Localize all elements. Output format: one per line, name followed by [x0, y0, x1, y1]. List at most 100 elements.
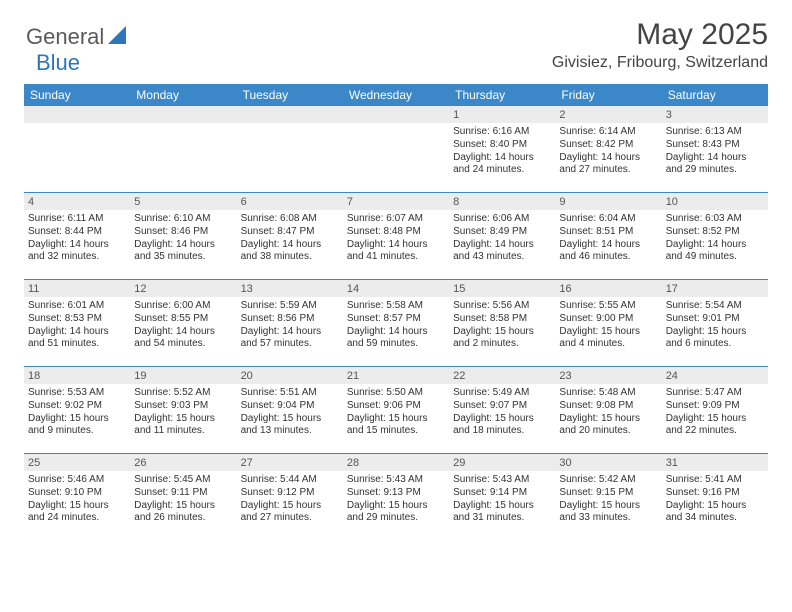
day-cell: 5Sunrise: 6:10 AMSunset: 8:46 PMDaylight…: [130, 193, 236, 279]
daylight-text: Daylight: 15 hours and 33 minutes.: [559, 500, 657, 526]
week-row: 11Sunrise: 6:01 AMSunset: 8:53 PMDayligh…: [24, 280, 768, 367]
day-content: Sunrise: 6:04 AMSunset: 8:51 PMDaylight:…: [555, 210, 661, 266]
day-number: [237, 106, 343, 123]
day-content: Sunrise: 5:45 AMSunset: 9:11 PMDaylight:…: [130, 471, 236, 527]
daylight-text: Daylight: 15 hours and 6 minutes.: [666, 326, 764, 352]
day-content: Sunrise: 5:48 AMSunset: 9:08 PMDaylight:…: [555, 384, 661, 440]
day-number: 11: [24, 280, 130, 297]
day-number: 10: [662, 193, 768, 210]
daylight-text: Daylight: 14 hours and 24 minutes.: [453, 152, 551, 178]
day-cell: 31Sunrise: 5:41 AMSunset: 9:16 PMDayligh…: [662, 454, 768, 540]
day-cell: 17Sunrise: 5:54 AMSunset: 9:01 PMDayligh…: [662, 280, 768, 366]
sunset-text: Sunset: 8:52 PM: [666, 226, 764, 239]
sunrise-text: Sunrise: 5:53 AM: [28, 387, 126, 400]
sunrise-text: Sunrise: 6:11 AM: [28, 213, 126, 226]
sunset-text: Sunset: 9:04 PM: [241, 400, 339, 413]
sunrise-text: Sunrise: 5:48 AM: [559, 387, 657, 400]
sunset-text: Sunset: 8:47 PM: [241, 226, 339, 239]
brand-general: General: [26, 24, 104, 50]
day-number: 22: [449, 367, 555, 384]
sunset-text: Sunset: 8:55 PM: [134, 313, 232, 326]
day-content: Sunrise: 5:59 AMSunset: 8:56 PMDaylight:…: [237, 297, 343, 353]
daylight-text: Daylight: 14 hours and 32 minutes.: [28, 239, 126, 265]
day-number: 2: [555, 106, 661, 123]
day-content: Sunrise: 6:14 AMSunset: 8:42 PMDaylight:…: [555, 123, 661, 179]
day-cell: 23Sunrise: 5:48 AMSunset: 9:08 PMDayligh…: [555, 367, 661, 453]
sunrise-text: Sunrise: 6:10 AM: [134, 213, 232, 226]
day-cell: 4Sunrise: 6:11 AMSunset: 8:44 PMDaylight…: [24, 193, 130, 279]
calendar-page: General May 2025 Givisiez, Fribourg, Swi…: [0, 0, 792, 554]
weeks-container: 1Sunrise: 6:16 AMSunset: 8:40 PMDaylight…: [24, 106, 768, 540]
day-number: [130, 106, 236, 123]
weekday-tue: Tuesday: [237, 84, 343, 106]
day-cell: 20Sunrise: 5:51 AMSunset: 9:04 PMDayligh…: [237, 367, 343, 453]
day-content: Sunrise: 6:16 AMSunset: 8:40 PMDaylight:…: [449, 123, 555, 179]
daylight-text: Daylight: 15 hours and 20 minutes.: [559, 413, 657, 439]
sunset-text: Sunset: 9:07 PM: [453, 400, 551, 413]
daylight-text: Daylight: 14 hours and 54 minutes.: [134, 326, 232, 352]
day-number: 29: [449, 454, 555, 471]
day-cell: 26Sunrise: 5:45 AMSunset: 9:11 PMDayligh…: [130, 454, 236, 540]
sunrise-text: Sunrise: 5:54 AM: [666, 300, 764, 313]
day-number: 8: [449, 193, 555, 210]
title-block: May 2025 Givisiez, Fribourg, Switzerland: [552, 18, 768, 72]
day-number: 19: [130, 367, 236, 384]
sunset-text: Sunset: 9:06 PM: [347, 400, 445, 413]
day-number: 1: [449, 106, 555, 123]
sunrise-text: Sunrise: 5:56 AM: [453, 300, 551, 313]
sunrise-text: Sunrise: 5:42 AM: [559, 474, 657, 487]
daylight-text: Daylight: 15 hours and 24 minutes.: [28, 500, 126, 526]
day-number: 14: [343, 280, 449, 297]
day-content: Sunrise: 5:54 AMSunset: 9:01 PMDaylight:…: [662, 297, 768, 353]
day-cell: 14Sunrise: 5:58 AMSunset: 8:57 PMDayligh…: [343, 280, 449, 366]
sunset-text: Sunset: 9:14 PM: [453, 487, 551, 500]
sunset-text: Sunset: 8:49 PM: [453, 226, 551, 239]
day-content: Sunrise: 5:46 AMSunset: 9:10 PMDaylight:…: [24, 471, 130, 527]
daylight-text: Daylight: 15 hours and 2 minutes.: [453, 326, 551, 352]
day-number: 23: [555, 367, 661, 384]
sunset-text: Sunset: 9:01 PM: [666, 313, 764, 326]
sunset-text: Sunset: 8:43 PM: [666, 139, 764, 152]
daylight-text: Daylight: 15 hours and 15 minutes.: [347, 413, 445, 439]
sunrise-text: Sunrise: 6:16 AM: [453, 126, 551, 139]
day-content: Sunrise: 5:55 AMSunset: 9:00 PMDaylight:…: [555, 297, 661, 353]
daylight-text: Daylight: 14 hours and 46 minutes.: [559, 239, 657, 265]
day-number: 18: [24, 367, 130, 384]
day-content: Sunrise: 5:44 AMSunset: 9:12 PMDaylight:…: [237, 471, 343, 527]
week-row: 1Sunrise: 6:16 AMSunset: 8:40 PMDaylight…: [24, 106, 768, 193]
sunset-text: Sunset: 9:08 PM: [559, 400, 657, 413]
day-content: Sunrise: 6:01 AMSunset: 8:53 PMDaylight:…: [24, 297, 130, 353]
day-cell: 7Sunrise: 6:07 AMSunset: 8:48 PMDaylight…: [343, 193, 449, 279]
day-number: 31: [662, 454, 768, 471]
day-content: Sunrise: 5:43 AMSunset: 9:14 PMDaylight:…: [449, 471, 555, 527]
day-cell: [237, 106, 343, 192]
sunset-text: Sunset: 8:46 PM: [134, 226, 232, 239]
day-number: [343, 106, 449, 123]
day-cell: [24, 106, 130, 192]
daylight-text: Daylight: 15 hours and 9 minutes.: [28, 413, 126, 439]
sunrise-text: Sunrise: 6:07 AM: [347, 213, 445, 226]
day-content: Sunrise: 5:41 AMSunset: 9:16 PMDaylight:…: [662, 471, 768, 527]
day-content: Sunrise: 5:52 AMSunset: 9:03 PMDaylight:…: [130, 384, 236, 440]
day-cell: 8Sunrise: 6:06 AMSunset: 8:49 PMDaylight…: [449, 193, 555, 279]
day-content: Sunrise: 5:56 AMSunset: 8:58 PMDaylight:…: [449, 297, 555, 353]
day-cell: 1Sunrise: 6:16 AMSunset: 8:40 PMDaylight…: [449, 106, 555, 192]
day-number: 26: [130, 454, 236, 471]
day-cell: 3Sunrise: 6:13 AMSunset: 8:43 PMDaylight…: [662, 106, 768, 192]
daylight-text: Daylight: 14 hours and 51 minutes.: [28, 326, 126, 352]
sunrise-text: Sunrise: 5:45 AM: [134, 474, 232, 487]
weekday-wed: Wednesday: [343, 84, 449, 106]
day-content: Sunrise: 5:43 AMSunset: 9:13 PMDaylight:…: [343, 471, 449, 527]
sunrise-text: Sunrise: 6:13 AM: [666, 126, 764, 139]
sunset-text: Sunset: 8:51 PM: [559, 226, 657, 239]
daylight-text: Daylight: 15 hours and 22 minutes.: [666, 413, 764, 439]
daylight-text: Daylight: 14 hours and 29 minutes.: [666, 152, 764, 178]
sunset-text: Sunset: 9:11 PM: [134, 487, 232, 500]
day-number: 7: [343, 193, 449, 210]
sunrise-text: Sunrise: 6:03 AM: [666, 213, 764, 226]
sunset-text: Sunset: 9:15 PM: [559, 487, 657, 500]
day-cell: 9Sunrise: 6:04 AMSunset: 8:51 PMDaylight…: [555, 193, 661, 279]
sunset-text: Sunset: 8:57 PM: [347, 313, 445, 326]
sunset-text: Sunset: 8:44 PM: [28, 226, 126, 239]
day-cell: [130, 106, 236, 192]
